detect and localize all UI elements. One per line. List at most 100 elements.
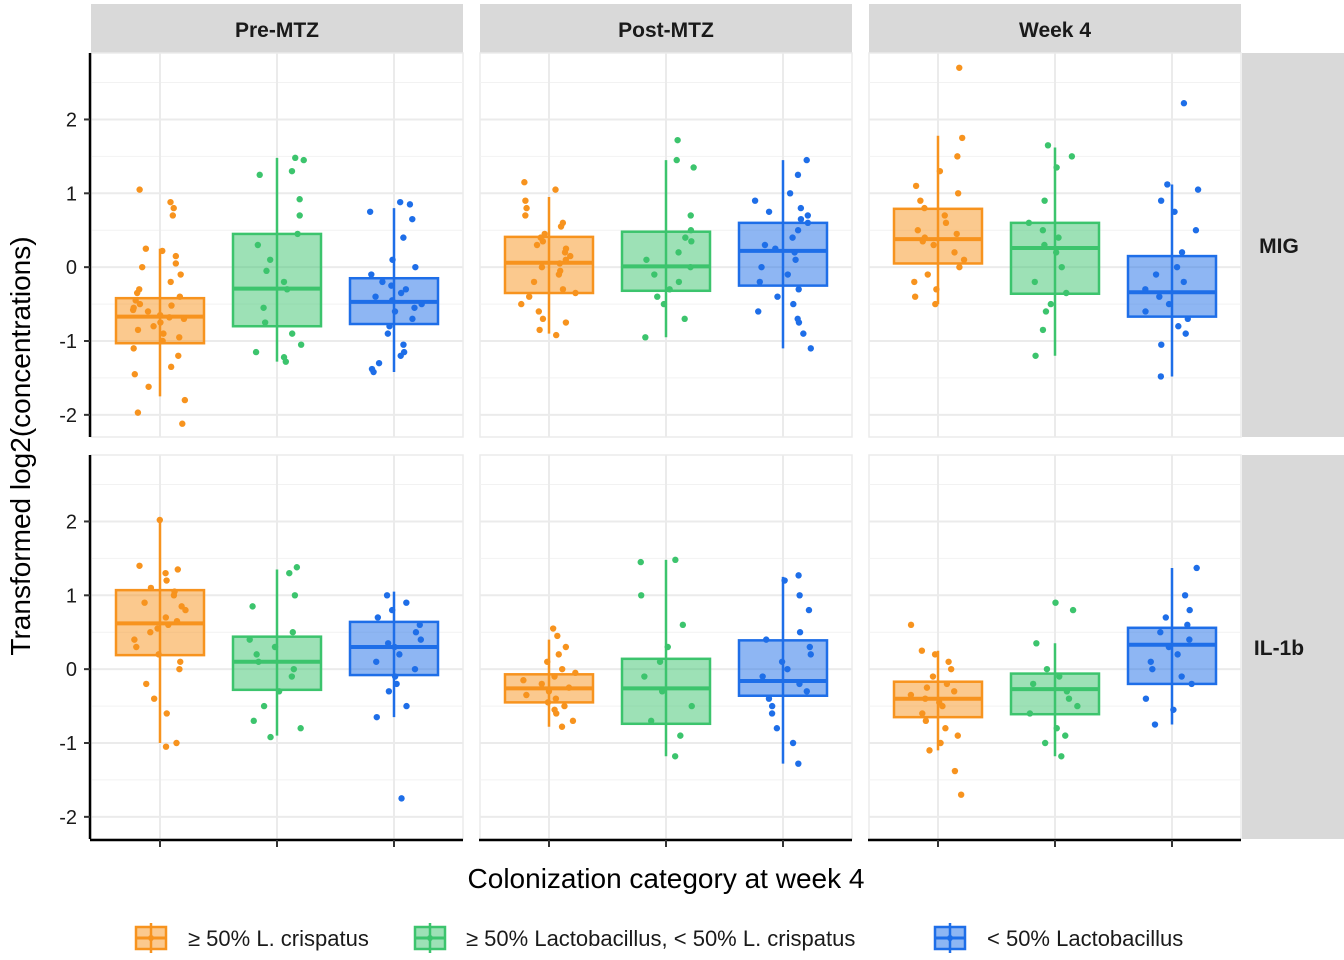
data-point <box>1052 249 1060 256</box>
data-point <box>280 278 288 286</box>
data-point <box>552 186 559 193</box>
data-point <box>687 212 694 219</box>
data-point <box>138 263 146 271</box>
data-point <box>522 197 529 204</box>
data-point <box>522 212 529 219</box>
data-point <box>1178 673 1185 680</box>
data-point <box>147 629 154 636</box>
legend-item: < 50% Lactobacillus <box>933 923 1183 953</box>
data-point <box>411 304 418 311</box>
data-point <box>1152 271 1160 278</box>
data-point <box>956 64 963 71</box>
data-point <box>176 293 184 300</box>
facet-strip-post-mtz <box>480 4 852 53</box>
data-point <box>1029 680 1037 688</box>
data-point <box>283 286 291 293</box>
data-point <box>530 278 538 286</box>
data-point <box>664 643 671 651</box>
data-point <box>561 702 568 710</box>
data-point <box>559 219 567 227</box>
data-point <box>150 323 157 330</box>
data-point <box>942 219 950 227</box>
data-point <box>1056 673 1063 680</box>
data-point <box>252 348 260 356</box>
data-point <box>175 352 182 359</box>
facet-strip-pre-mtz <box>91 4 463 53</box>
data-point <box>936 167 944 175</box>
data-point <box>688 702 695 710</box>
box-2 <box>1009 142 1101 359</box>
data-point <box>400 234 407 241</box>
data-point <box>544 699 552 706</box>
data-point <box>555 651 562 658</box>
data-point <box>911 278 918 286</box>
data-point <box>1157 373 1165 380</box>
data-point <box>173 739 180 747</box>
row-strip-label: IL-1b <box>1254 637 1304 660</box>
data-point <box>136 562 143 569</box>
facet-strip-week-4 <box>869 4 1241 53</box>
data-point <box>141 599 148 606</box>
data-point <box>1173 263 1181 271</box>
data-point <box>412 263 419 271</box>
data-point <box>1065 695 1073 702</box>
data-point <box>246 636 253 643</box>
data-point <box>654 293 661 300</box>
y-tick-label: 2 <box>66 511 77 533</box>
data-point <box>794 171 802 179</box>
box-1 <box>114 186 206 427</box>
data-point <box>677 732 684 739</box>
legend-label: ≥ 50% L. crispatus <box>188 926 369 951</box>
y-tick-label: 1 <box>66 585 77 607</box>
data-point <box>1058 263 1065 271</box>
data-point <box>790 300 797 308</box>
data-point <box>255 658 262 665</box>
data-point <box>679 621 687 629</box>
data-point <box>525 293 533 300</box>
data-point <box>368 271 375 278</box>
legend-key-point <box>148 935 154 941</box>
data-point <box>671 753 679 760</box>
data-point <box>957 791 965 798</box>
data-point <box>687 263 694 271</box>
data-point <box>160 330 167 337</box>
data-point <box>136 186 143 193</box>
y-tick-label: -2 <box>59 807 77 829</box>
data-point <box>366 208 374 215</box>
data-point <box>518 300 525 308</box>
data-point <box>163 710 170 717</box>
data-point <box>923 684 931 691</box>
data-point <box>1170 706 1177 713</box>
data-point <box>155 651 162 658</box>
data-point <box>275 688 283 695</box>
data-point <box>1188 680 1195 688</box>
data-point <box>937 739 944 747</box>
data-point <box>159 247 166 255</box>
data-point <box>280 354 288 361</box>
y-tick-label: 0 <box>66 257 77 279</box>
data-point <box>1068 153 1076 160</box>
data-point <box>960 256 968 263</box>
data-point <box>907 691 915 699</box>
data-point <box>1164 181 1171 188</box>
data-point <box>288 330 296 337</box>
box-2 <box>1009 599 1101 760</box>
data-point <box>675 249 682 256</box>
data-point <box>261 319 269 326</box>
data-point <box>658 688 666 695</box>
data-point <box>562 643 570 651</box>
data-point <box>1171 208 1178 215</box>
panel-mig-week-4 <box>868 52 1242 438</box>
data-point <box>562 256 570 263</box>
data-point <box>163 577 170 584</box>
data-point <box>388 606 396 614</box>
data-point <box>293 564 301 571</box>
data-point <box>1157 629 1164 636</box>
data-point <box>1165 300 1173 308</box>
data-point <box>179 420 186 427</box>
y-tick-label: 2 <box>66 109 77 131</box>
data-point <box>150 695 158 702</box>
data-point <box>389 256 396 263</box>
data-point <box>174 566 181 573</box>
